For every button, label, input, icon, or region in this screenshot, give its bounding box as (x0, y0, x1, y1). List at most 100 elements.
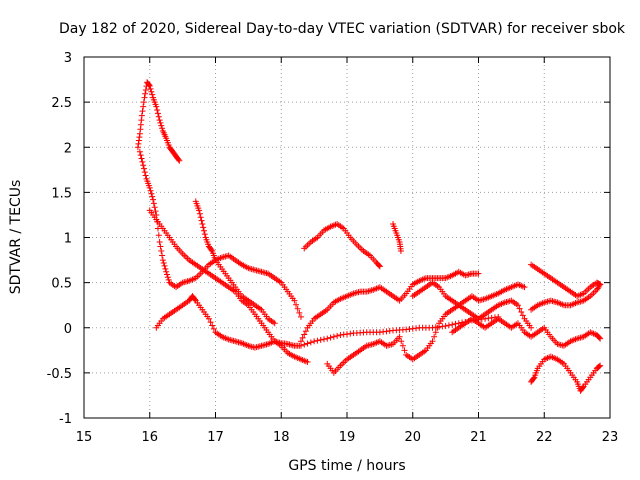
data-point (141, 169, 148, 176)
data-point (140, 99, 147, 106)
data-point (159, 252, 166, 259)
data-point (147, 85, 154, 92)
data-point (140, 103, 147, 110)
axis-ticks: 15 16 17 18 19 20 21 22 23 -1 -0.5 0 0.5 1 1.5 2 2.5 3 (47, 51, 619, 445)
data-point (475, 270, 482, 277)
data-point (434, 324, 441, 331)
data-point (161, 262, 168, 269)
x-tick-label: 22 (536, 430, 553, 445)
data-point (299, 334, 306, 341)
data-point (159, 257, 166, 264)
data-point (146, 184, 153, 191)
data-point (140, 165, 147, 172)
data-point (142, 90, 149, 97)
data-point (197, 214, 204, 221)
data-point (208, 246, 215, 253)
y-tick-label: -0.5 (47, 367, 72, 382)
data-marks (134, 79, 604, 394)
data-point (176, 157, 183, 164)
data-point (138, 155, 145, 162)
data-point (199, 220, 206, 227)
data-point (596, 363, 603, 370)
data-point (156, 239, 163, 246)
data-point (304, 340, 311, 347)
y-tick-label: 2 (64, 141, 72, 156)
data-point (296, 309, 303, 316)
y-tick-label: 1.5 (51, 186, 72, 201)
data-point (398, 338, 405, 345)
data-point (291, 297, 298, 304)
series-10 (409, 279, 528, 309)
data-point (445, 322, 452, 329)
data-point (200, 227, 207, 234)
series-6 (301, 220, 383, 270)
data-point (205, 315, 212, 322)
data-point (136, 148, 143, 155)
data-point (196, 207, 203, 214)
data-point (138, 112, 145, 119)
y-axis-label: SDTVAR / TECUs (8, 180, 24, 295)
data-point (149, 91, 156, 98)
data-point (141, 94, 148, 101)
y-tick-label: 2.5 (51, 96, 72, 111)
data-point (164, 271, 171, 278)
data-point (518, 308, 525, 315)
y-tick-label: -1 (59, 412, 72, 427)
data-point (401, 347, 408, 354)
series-13 (528, 261, 604, 300)
data-point (579, 384, 586, 391)
x-tick-label: 16 (141, 430, 158, 445)
x-tick-label: 15 (76, 430, 93, 445)
data-point (147, 187, 154, 194)
data-point (311, 338, 318, 345)
data-point (200, 224, 207, 231)
data-point (155, 232, 162, 239)
data-point (149, 193, 156, 200)
data-point (432, 329, 439, 336)
data-point (514, 302, 521, 309)
data-point (330, 333, 337, 340)
data-point (146, 82, 153, 89)
data-point (376, 262, 383, 269)
data-point (516, 305, 523, 312)
data-point (399, 342, 406, 349)
x-tick-label: 18 (273, 430, 290, 445)
data-point (528, 324, 535, 331)
series-9 (324, 297, 535, 376)
data-point (314, 337, 321, 344)
x-axis-label: GPS time / hours (288, 458, 405, 474)
series-3 (146, 207, 311, 366)
data-point (148, 190, 155, 197)
x-tick-label: 19 (339, 430, 356, 445)
data-point (162, 265, 169, 272)
data-point (153, 103, 160, 110)
series-2 (136, 148, 304, 320)
data-point (596, 334, 603, 341)
data-point (142, 172, 149, 179)
data-point (294, 305, 301, 312)
data-point (320, 336, 327, 343)
data-point (530, 375, 537, 382)
data-point (597, 362, 604, 369)
data-point (293, 301, 300, 308)
series-1 (134, 79, 183, 164)
data-point (304, 359, 311, 366)
data-point (442, 322, 449, 329)
data-point (139, 158, 146, 165)
y-tick-label: 0.5 (51, 277, 72, 292)
data-point (151, 204, 158, 211)
data-point (152, 208, 159, 215)
data-point (154, 110, 161, 117)
data-point (139, 108, 146, 115)
data-point (198, 217, 205, 224)
data-point (209, 322, 216, 329)
data-point (449, 321, 456, 328)
data-point (396, 333, 403, 340)
data-point (191, 296, 198, 303)
series-5 (192, 198, 278, 327)
data-point (196, 210, 203, 217)
data-point (297, 338, 304, 345)
data-point (302, 328, 309, 335)
data-point (137, 152, 144, 159)
